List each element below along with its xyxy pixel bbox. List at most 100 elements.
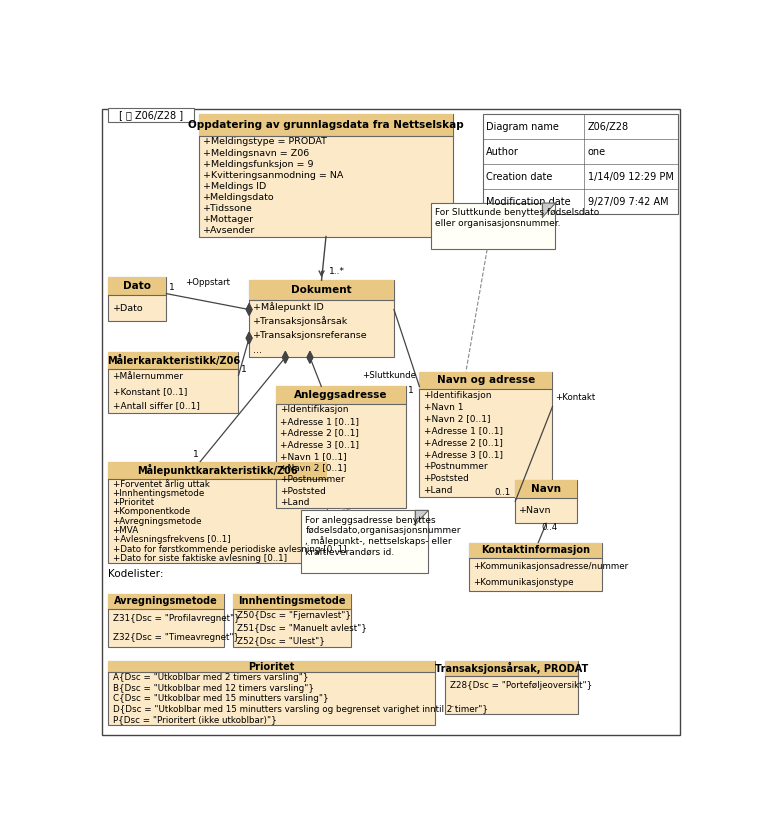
Text: Z51{Dsc = "Manuelt avlest"}: Z51{Dsc = "Manuelt avlest"}	[237, 623, 366, 632]
Polygon shape	[246, 304, 252, 316]
Text: +Avregningsmetode: +Avregningsmetode	[112, 517, 202, 526]
Text: ...: ...	[449, 700, 458, 709]
Text: +Innhentingsmetode: +Innhentingsmetode	[112, 488, 204, 498]
Text: +Meldingsdato: +Meldingsdato	[203, 193, 275, 202]
Text: +Målepunkt ID: +Målepunkt ID	[253, 301, 324, 311]
Text: Avregningsmetode: Avregningsmetode	[114, 596, 218, 606]
FancyBboxPatch shape	[108, 277, 166, 321]
FancyBboxPatch shape	[108, 108, 194, 122]
Text: +Navn: +Navn	[520, 506, 552, 515]
FancyBboxPatch shape	[483, 114, 678, 214]
Text: +Navn 1: +Navn 1	[423, 402, 463, 412]
Text: +Avlesningsfrekvens [0..1]: +Avlesningsfrekvens [0..1]	[112, 535, 230, 544]
Text: +Adresse 1 [0..1]: +Adresse 1 [0..1]	[280, 417, 359, 426]
Text: B{Dsc = "Utkoblbar med 12 timers varsling"}: B{Dsc = "Utkoblbar med 12 timers varslin…	[112, 684, 314, 693]
Text: C{Dsc = "Utkoblbar med 15 minutters varsling"}: C{Dsc = "Utkoblbar med 15 minutters vars…	[112, 694, 328, 703]
Text: +Postnummer: +Postnummer	[280, 475, 344, 484]
FancyBboxPatch shape	[108, 660, 435, 672]
Text: Kontaktinformasjon: Kontaktinformasjon	[481, 545, 590, 555]
Text: +Dato for siste faktiske avlesning [0..1]: +Dato for siste faktiske avlesning [0..1…	[112, 554, 287, 563]
FancyBboxPatch shape	[108, 352, 239, 369]
Text: Anleggsadresse: Anleggsadresse	[294, 390, 388, 400]
Text: 1: 1	[407, 386, 414, 395]
Text: For Sluttkunde benyttes fødselsdato
eller organisasjonsnummer.: For Sluttkunde benyttes fødselsdato elle…	[436, 208, 600, 228]
FancyBboxPatch shape	[420, 372, 552, 389]
Text: +Kommunikasjonstype: +Kommunikasjonstype	[473, 578, 574, 587]
Text: 1: 1	[241, 365, 247, 373]
Text: Creation date: Creation date	[486, 172, 552, 182]
FancyBboxPatch shape	[446, 660, 578, 714]
Text: Z32{Dsc = "Timeavregnet"}: Z32{Dsc = "Timeavregnet"}	[112, 633, 239, 642]
Polygon shape	[307, 352, 313, 363]
Text: one: one	[588, 147, 606, 157]
FancyBboxPatch shape	[469, 543, 602, 591]
FancyBboxPatch shape	[249, 281, 394, 300]
Text: +Adresse 3 [0..1]: +Adresse 3 [0..1]	[280, 440, 359, 449]
Text: Innhentingsmetode: Innhentingsmetode	[238, 596, 346, 606]
FancyBboxPatch shape	[108, 277, 166, 296]
FancyBboxPatch shape	[108, 594, 224, 609]
Text: Dato: Dato	[124, 281, 151, 291]
Text: +Prioritet: +Prioritet	[112, 498, 155, 507]
FancyBboxPatch shape	[233, 594, 351, 646]
Text: 0..4: 0..4	[542, 523, 558, 532]
Text: D{Dsc = "Utkoblbar med 15 minutters varsling og begrenset varighet inntil 2 time: D{Dsc = "Utkoblbar med 15 minutters vars…	[112, 705, 488, 714]
Text: +Dato for førstkommende periodiske avlesning [0..1]: +Dato for førstkommende periodiske avles…	[112, 544, 346, 554]
FancyBboxPatch shape	[199, 114, 453, 236]
Text: +Adresse 1 [0..1]: +Adresse 1 [0..1]	[423, 427, 503, 436]
FancyBboxPatch shape	[275, 387, 406, 509]
Text: Z06/Z28: Z06/Z28	[588, 122, 629, 132]
Text: +Meldingstype = PRODAT: +Meldingstype = PRODAT	[203, 138, 327, 146]
FancyBboxPatch shape	[249, 281, 394, 357]
Text: +Meldingsfunksjon = 9: +Meldingsfunksjon = 9	[203, 159, 314, 169]
Text: +Oppstart: +Oppstart	[185, 277, 230, 286]
Text: +Tidssone: +Tidssone	[203, 205, 253, 213]
Text: +Navn 1 [0..1]: +Navn 1 [0..1]	[280, 452, 346, 461]
Text: 1..*: 1..*	[329, 267, 345, 276]
FancyBboxPatch shape	[515, 479, 578, 524]
Text: Målerkarakteristikk/Z06: Målerkarakteristikk/Z06	[107, 355, 240, 367]
FancyBboxPatch shape	[446, 660, 578, 676]
FancyBboxPatch shape	[420, 372, 552, 497]
Text: Målepunktkarakteristikk/Z06: Målepunktkarakteristikk/Z06	[137, 464, 298, 477]
Text: +Dato: +Dato	[112, 304, 143, 312]
Text: [ 圖 Z06/Z28 ]: [ 圖 Z06/Z28 ]	[119, 110, 183, 120]
Text: +Mottager: +Mottager	[203, 215, 254, 225]
Text: 1: 1	[169, 283, 175, 291]
Text: +Målernummer: +Målernummer	[112, 372, 184, 381]
Text: +Antall siffer [0..1]: +Antall siffer [0..1]	[112, 402, 199, 411]
Text: +Poststed: +Poststed	[280, 487, 326, 495]
Text: +Avsender: +Avsender	[203, 226, 256, 235]
Text: +Kontakt: +Kontakt	[555, 393, 595, 402]
Text: +Transaksjonsårsak: +Transaksjonsårsak	[253, 316, 349, 326]
FancyBboxPatch shape	[108, 660, 435, 725]
Text: 1/14/09 12:29 PM: 1/14/09 12:29 PM	[588, 172, 674, 182]
Text: +Navn 2 [0..1]: +Navn 2 [0..1]	[423, 414, 490, 423]
Text: +Kommunikasjonsadresse/nummer: +Kommunikasjonsadresse/nummer	[473, 562, 629, 570]
FancyBboxPatch shape	[102, 109, 680, 736]
Text: +Meldings ID: +Meldings ID	[203, 182, 266, 191]
FancyBboxPatch shape	[108, 594, 224, 646]
FancyBboxPatch shape	[233, 594, 351, 609]
Text: +Konstant [0..1]: +Konstant [0..1]	[112, 387, 187, 396]
FancyBboxPatch shape	[108, 352, 239, 413]
Text: +Postnummer: +Postnummer	[423, 463, 488, 472]
FancyBboxPatch shape	[431, 203, 555, 250]
Text: +Identifikasjon: +Identifikasjon	[423, 391, 492, 400]
Text: +Forventet årlig uttak: +Forventet årlig uttak	[112, 479, 209, 489]
Text: Z50{Dsc = "Fjernavlest"}: Z50{Dsc = "Fjernavlest"}	[237, 610, 351, 620]
Text: Author: Author	[486, 147, 519, 157]
FancyBboxPatch shape	[108, 462, 327, 479]
Text: Z28{Dsc = "Porteføljeoversikt"}: Z28{Dsc = "Porteføljeoversikt"}	[449, 681, 592, 690]
Text: +Komponentkode: +Komponentkode	[112, 508, 191, 516]
Text: +Adresse 2 [0..1]: +Adresse 2 [0..1]	[423, 438, 502, 448]
Text: Dokument: Dokument	[291, 285, 352, 295]
Text: 0..1: 0..1	[494, 488, 510, 497]
Text: +Adresse 2 [0..1]: +Adresse 2 [0..1]	[280, 428, 359, 438]
FancyBboxPatch shape	[469, 543, 602, 558]
Polygon shape	[246, 332, 252, 344]
Text: +Sluttkunde: +Sluttkunde	[362, 371, 417, 380]
Text: Diagram name: Diagram name	[486, 122, 559, 132]
Text: +Adresse 3 [0..1]: +Adresse 3 [0..1]	[423, 450, 503, 459]
Text: Navn: Navn	[531, 483, 562, 493]
